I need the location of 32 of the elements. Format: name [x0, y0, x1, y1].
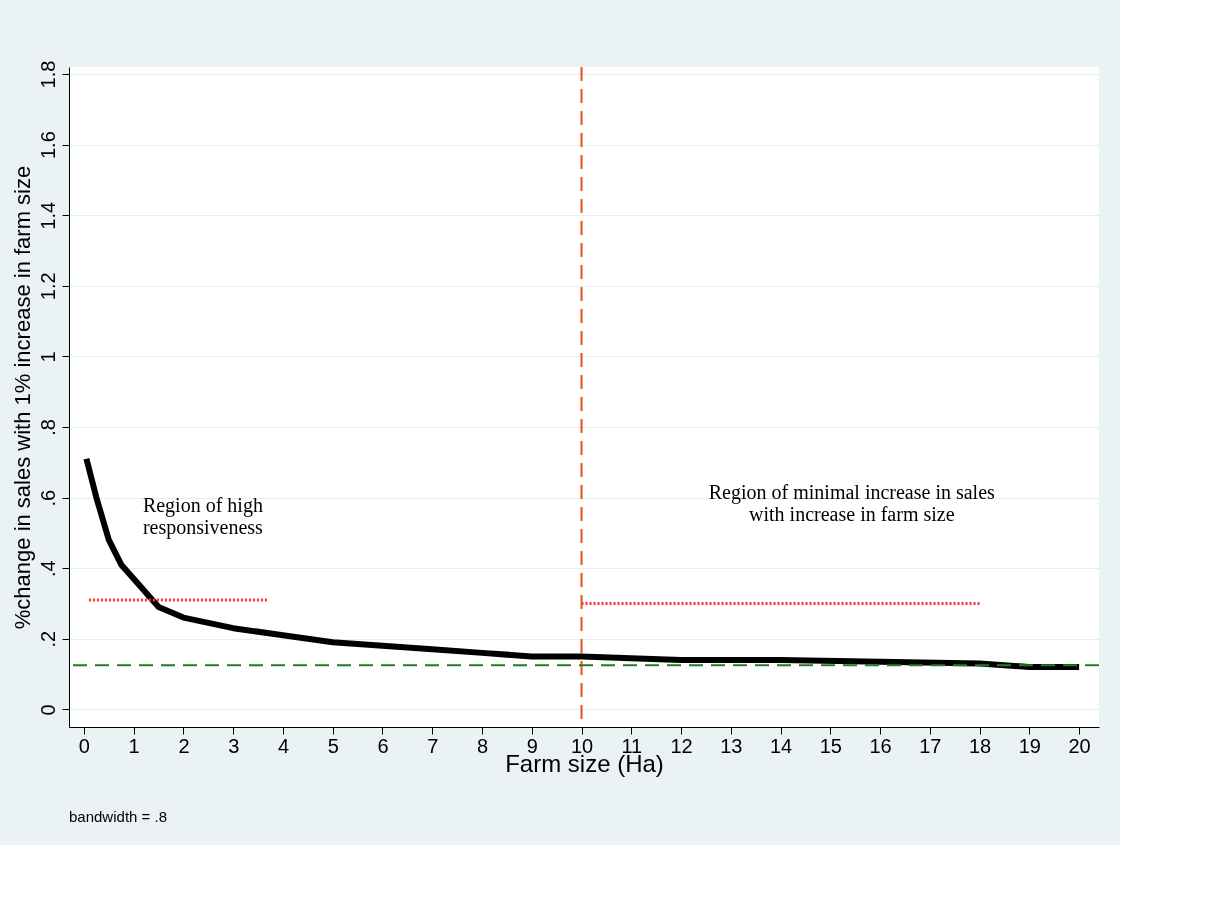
- y-tick-label: 1: [36, 351, 59, 363]
- annotation: Region of minimal increase in sales with increase in farm size: [708, 480, 996, 525]
- y-tick-label: 1.6: [36, 131, 59, 160]
- y-tick-label: 1.8: [36, 60, 59, 89]
- x-tick-label: 0: [78, 734, 90, 757]
- x-tick-label: 17: [919, 734, 942, 757]
- y-tick-label: 0: [36, 704, 59, 716]
- x-tick-label: 8: [476, 734, 489, 757]
- x-tick-label: 1: [128, 734, 140, 757]
- x-tick-label: 14: [769, 734, 793, 757]
- x-tick-label: 12: [670, 734, 693, 757]
- y-tick-label: .2: [36, 630, 59, 648]
- x-tick-label: 18: [968, 734, 992, 757]
- x-tick-label: 6: [377, 734, 389, 757]
- x-tick-label: 7: [427, 734, 439, 757]
- annotation: Region of high responsiveness: [142, 493, 264, 539]
- y-tick-label: .6: [36, 489, 59, 507]
- x-tick-label: 5: [327, 734, 339, 757]
- y-tick-label: .8: [36, 419, 59, 436]
- x-tick-label: 15: [819, 734, 842, 757]
- x-tick-label: 3: [228, 734, 240, 757]
- x-tick-label: 20: [1068, 734, 1091, 757]
- x-tick-label: 19: [1018, 734, 1041, 757]
- y-axis-title: %change in sales with 1% increase in farm size: [9, 165, 35, 630]
- y-tick-label: .4: [36, 560, 59, 578]
- x-tick-label: 13: [720, 734, 743, 757]
- y-tick-label: 1.4: [36, 201, 59, 230]
- y-tick-label: 1.2: [36, 272, 59, 301]
- text: bandwidth = .8: [69, 808, 167, 825]
- x-tick-label: 4: [277, 734, 290, 757]
- x-tick-label: 2: [178, 734, 190, 757]
- x-tick-label: 16: [869, 734, 892, 757]
